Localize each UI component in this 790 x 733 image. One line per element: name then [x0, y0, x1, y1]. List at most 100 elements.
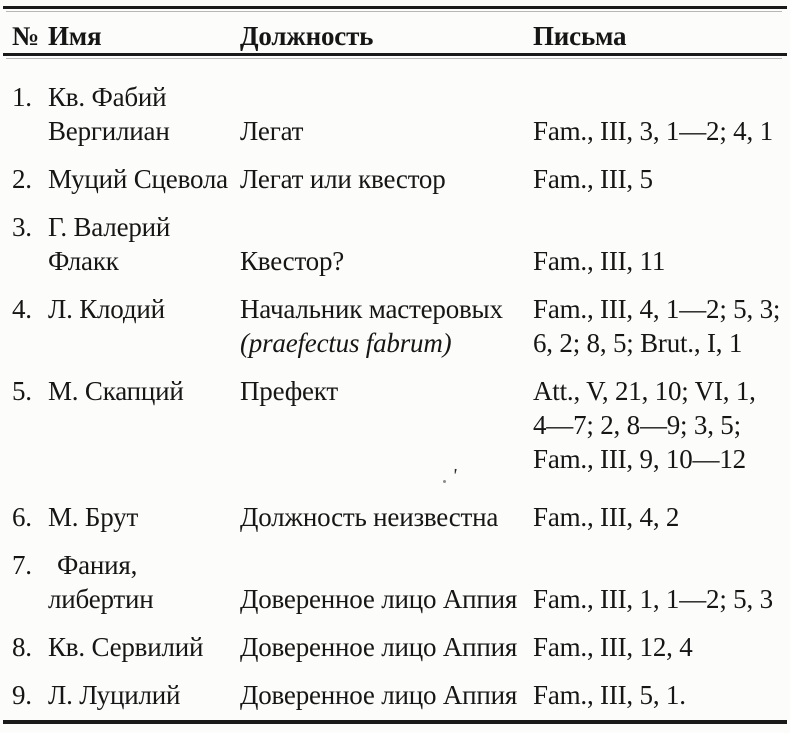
- name-line: Л. Луцилий: [48, 680, 181, 710]
- row-number-cell: 6.: [12, 500, 48, 534]
- letters-cell: Fam., III, 11: [533, 210, 790, 278]
- table-header-row: № Имя Должность Письма: [0, 19, 790, 53]
- position-line: Доверенное лицо Аппия: [240, 680, 518, 710]
- position-cell: Начальник мастеровых (praefectus fabrum): [240, 292, 533, 360]
- position-cell: Легат или квестор: [240, 162, 533, 196]
- name-line: Флакк: [48, 246, 119, 276]
- table-row: 6. М. Брут Должность неизвестна Fam., II…: [0, 500, 790, 534]
- letters-line: Fam., III, 1, 1—2; 5, 3: [533, 584, 773, 614]
- row-number-cell: 3.: [12, 210, 48, 278]
- row-number-cell: 7.: [12, 548, 48, 616]
- name-line: Л. Клодий: [48, 294, 165, 324]
- letters-line: Fam., III, 9, 10—12: [533, 444, 746, 474]
- row-number: 3.: [12, 212, 32, 242]
- letters-cell: Fam., III, 1, 1—2; 5, 3: [533, 548, 790, 616]
- name-line: М. Брут: [48, 502, 139, 532]
- position-line: Доверенное лицо Аппия: [240, 632, 518, 662]
- position-line: Доверенное лицо Аппия: [240, 584, 518, 614]
- row-number: 2.: [12, 164, 32, 194]
- name-cell: М. Брут: [48, 500, 240, 534]
- letters-cell: Fam., III, 5, 1.: [533, 678, 790, 712]
- position-cell: Квестор?: [240, 210, 533, 278]
- letters-line: 6, 2; 8, 5; Brut., I, 1: [533, 328, 743, 358]
- row-number-cell: 9.: [12, 678, 48, 712]
- table-row: 5. М. Скапций Префект Att., V, 21, 10; V…: [0, 374, 790, 476]
- letters-line: Fam., III, 11: [533, 246, 666, 276]
- name-cell: Муций Сцевола: [48, 162, 240, 196]
- header-cell-name: Имя: [48, 19, 240, 53]
- position-cell: Должность неизвестна: [240, 500, 533, 534]
- scan-dot-artifact: [443, 480, 446, 483]
- letters-cell: Fam., III, 4, 2: [533, 500, 790, 534]
- letters-line: Att., V, 21, 10; VI, 1,: [533, 376, 756, 406]
- row-number: 1.: [12, 82, 32, 112]
- header-cell-number: №: [12, 19, 48, 53]
- name-cell: Фания, либертин: [48, 548, 240, 616]
- name-cell: Кв. Фабий Вергилиан: [48, 80, 240, 148]
- header-letters-label: Письма: [533, 21, 627, 51]
- letters-line: Fam., III, 4, 1—2; 5, 3;: [533, 294, 781, 324]
- row-number: 7.: [12, 550, 32, 580]
- header-cell-letters: Письма: [533, 19, 790, 53]
- name-line: Муций Сцевола: [48, 164, 228, 194]
- name-cell: Л. Луцилий: [48, 678, 240, 712]
- row-number: 9.: [12, 680, 32, 710]
- letters-line: 4—7; 2, 8—9; 3, 5;: [533, 410, 741, 440]
- name-cell: М. Скапций: [48, 374, 240, 476]
- position-line: Легат или квестор: [240, 164, 446, 194]
- letters-line: Fam., III, 12, 4: [533, 632, 693, 662]
- name-line: Г. Валерий: [48, 212, 171, 242]
- position-cell: Доверенное лицо Аппия: [240, 548, 533, 616]
- row-number: 8.: [12, 632, 32, 662]
- table-row: 2. Муций Сцевола Легат или квестор Fam.,…: [0, 162, 790, 196]
- name-line: Кв. Фабий: [48, 82, 167, 112]
- position-line: Префект: [240, 376, 338, 406]
- header-separator-rule-echo: [6, 58, 782, 59]
- header-cell-position: Должность: [240, 19, 533, 53]
- table-top-rule: [3, 6, 787, 9]
- row-number: 6.: [12, 502, 32, 532]
- table-row: 8. Кв. Сервилий Доверенное лицо Аппия Fa…: [0, 630, 790, 664]
- name-line: Вергилиан: [48, 116, 170, 146]
- position-cell: Префект: [240, 374, 533, 476]
- position-line: Легат: [240, 116, 304, 146]
- row-number-cell: 8.: [12, 630, 48, 664]
- header-position-label: Должность: [240, 21, 374, 51]
- position-cell: Легат: [240, 80, 533, 148]
- table-bottom-rule: [3, 720, 787, 724]
- position-cell: Доверенное лицо Аппия: [240, 678, 533, 712]
- name-cell: Кв. Сервилий: [48, 630, 240, 664]
- table-row: 3. Г. Валерий Флакк Квестор? Fam., III, …: [0, 210, 790, 278]
- name-line: либертин: [48, 584, 154, 614]
- name-line: Кв. Сервилий: [48, 632, 204, 662]
- row-number: 5.: [12, 376, 32, 406]
- row-number: 4.: [12, 294, 32, 324]
- header-name-label: Имя: [48, 21, 102, 51]
- row-number-cell: 2.: [12, 162, 48, 196]
- table-row: 4. Л. Клодий Начальник мастеровых (praef…: [0, 292, 790, 360]
- table-row: 9. Л. Луцилий Доверенное лицо Аппия Fam.…: [0, 678, 790, 712]
- row-number-cell: 4.: [12, 292, 48, 360]
- name-cell: Л. Клодий: [48, 292, 240, 360]
- letters-cell: Fam., III, 4, 1—2; 5, 3; 6, 2; 8, 5; Bru…: [533, 292, 790, 360]
- position-line: Должность неизвестна: [240, 502, 499, 532]
- letters-line: Fam., III, 4, 2: [533, 502, 680, 532]
- table-top-rule-echo: [6, 11, 782, 12]
- letters-line: Fam., III, 5, 1.: [533, 680, 686, 710]
- position-line-latin-italic: (praefectus fabrum): [240, 328, 452, 358]
- position-line: Квестор?: [240, 246, 345, 276]
- table-row: 7. Фания, либертин Доверенное лицо Аппия…: [0, 548, 790, 616]
- letters-cell: Att., V, 21, 10; VI, 1, 4—7; 2, 8—9; 3, …: [533, 374, 790, 476]
- header-separator-rule: [3, 53, 787, 56]
- row-number-cell: 1.: [12, 80, 48, 148]
- name-line: Фания,: [57, 550, 138, 580]
- row-number-cell: 5.: [12, 374, 48, 476]
- position-cell: Доверенное лицо Аппия: [240, 630, 533, 664]
- letters-line: Fam., III, 3, 1—2; 4, 1: [533, 116, 773, 146]
- position-line: Начальник мастеровых: [240, 294, 503, 324]
- name-cell: Г. Валерий Флакк: [48, 210, 240, 278]
- letters-cell: Fam., III, 3, 1—2; 4, 1: [533, 80, 790, 148]
- letters-cell: Fam., III, 12, 4: [533, 630, 790, 664]
- header-number-label: №: [12, 21, 39, 51]
